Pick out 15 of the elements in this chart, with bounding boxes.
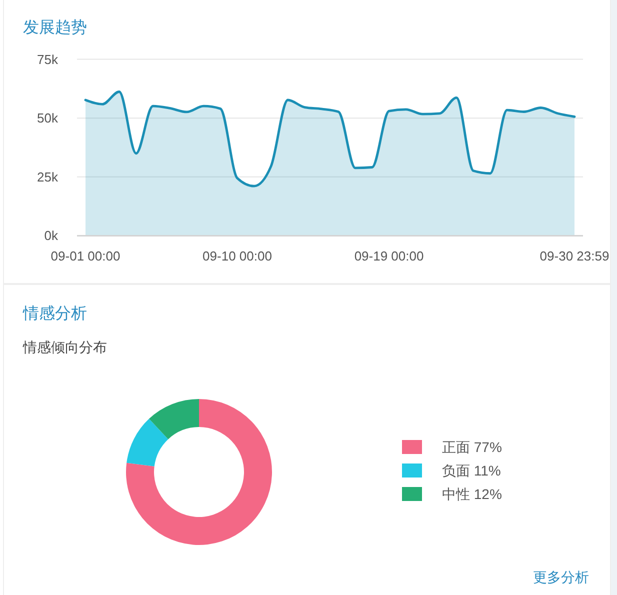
xtick-label: 09-19 00:00 [354,248,424,264]
xtick-label: 09-01 00:00 [50,248,120,264]
xtick-label: 09-30 23:59 [540,248,610,264]
legend-label: 负面 11% [442,462,501,478]
ytick-label: 50k [37,110,58,126]
subtitle: 情感倾向分布 [23,339,107,355]
ytick-label: 0k [44,228,58,244]
title: 情感分析 [23,306,87,322]
ytick-label: 75k [37,52,58,67]
annotation: 更多分析 [533,569,589,585]
legend-label: 正面 77% [442,439,502,455]
title: 发展趋势 [23,20,87,36]
xtick-label: 09-10 00:00 [202,248,272,264]
ytick-label: 25k [37,169,58,184]
legend-label: 中性 12% [442,486,502,502]
